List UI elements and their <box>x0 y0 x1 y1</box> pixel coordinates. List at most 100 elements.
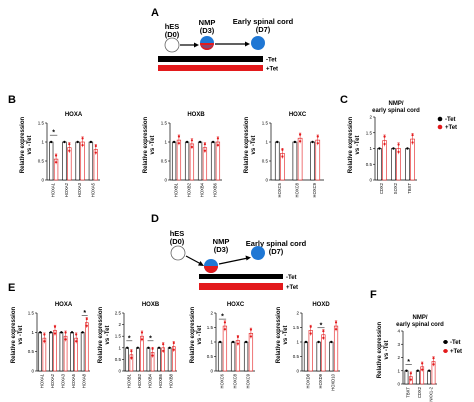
point-plus-tet <box>411 141 414 144</box>
point-minus-tet <box>211 140 215 144</box>
point-plus-tet <box>140 338 144 341</box>
point-minus-tet <box>172 140 176 144</box>
panel-c-legend: -Tet +Tet <box>437 116 457 131</box>
x-tick-label: HOXB1 <box>126 373 131 388</box>
point-plus-tet <box>85 317 88 321</box>
y-tick-label: 1 <box>265 140 268 145</box>
point-plus-tet <box>162 343 165 346</box>
point-plus-tet <box>190 145 194 149</box>
chart-title-line1: NMP/ <box>389 101 404 107</box>
plus-tet-label: +Tet <box>266 67 278 73</box>
point-plus-tet <box>162 349 165 353</box>
point-plus-tet <box>177 142 181 145</box>
minus-tet-label: -Tet <box>266 58 277 64</box>
point-plus-tet <box>81 143 84 147</box>
x-tick-label: HOXB2 <box>187 182 192 197</box>
bar-minus-tet <box>377 148 382 181</box>
chart-e-hoxc: HOXC 0 0.5 1 1.5 2 HOXC6 HOXC8 HOXC9 * <box>207 302 255 388</box>
chart-b-hoxa: HOXA 0 0.5 1 1.5 HOXA1 HOXA2 HOXA3 HOXA5 * <box>38 112 100 197</box>
point-plus-tet <box>322 329 325 333</box>
panel-c-label: C <box>340 94 348 106</box>
y-tick-label: 0 <box>296 369 299 374</box>
y-tick-label: 1.5 <box>207 325 214 330</box>
y-tick-label: 1 <box>31 330 34 335</box>
chart-title: HOXB <box>187 112 205 118</box>
chart-title: HOXD <box>312 302 330 308</box>
significance-star: * <box>128 335 131 342</box>
stage-hes-name: hES <box>165 22 180 31</box>
y-axis-label-line1: Relative expression <box>98 306 104 363</box>
y-tick-label: 2 <box>296 311 299 316</box>
significance-star: * <box>320 322 323 329</box>
stage-spinal-name: Early spinal cord <box>233 17 294 26</box>
y-tick-label: 0.5 <box>38 159 45 164</box>
stage-hes-day: (D0) <box>170 237 185 246</box>
point-minus-tet <box>311 140 314 144</box>
stage-spinal-name: Early spinal cord <box>246 239 307 248</box>
y-tick-label: 1 <box>118 345 121 350</box>
point-plus-tet <box>397 150 400 154</box>
bar-minus-tet <box>125 347 130 372</box>
point-plus-tet <box>409 372 412 375</box>
hes-cell-icon <box>164 37 180 53</box>
chart-title: HOXC <box>289 112 307 118</box>
plus-tet-bar <box>158 65 263 71</box>
nmp-cell-icon <box>200 36 214 50</box>
point-plus-tet <box>130 350 133 353</box>
stage-nmp-name: NMP <box>213 237 230 246</box>
y-axis-label-e-hoxd: Relative expression vs -Tet <box>276 306 289 363</box>
y-tick-label: 0 <box>397 382 400 387</box>
arrow-line <box>185 255 202 265</box>
point-plus-tet <box>383 135 386 138</box>
chart-title-line2: early spinal cord <box>396 322 444 328</box>
bar-plus-tet <box>333 325 339 372</box>
point-plus-tet <box>94 151 97 154</box>
point-plus-tet <box>223 321 227 324</box>
arrow-head-icon <box>245 41 250 47</box>
point-plus-tet <box>140 331 144 334</box>
panel-d-schematic: D hES (D0) NMP (D3) Early spinal cord (D… <box>151 213 307 291</box>
y-tick-label: 1 <box>210 340 213 345</box>
bar-minus-tet <box>310 141 315 181</box>
y-tick-label: 0.5 <box>293 354 300 359</box>
y-axis-label-line1: Relative expression <box>20 116 26 173</box>
point-plus-tet <box>432 363 435 366</box>
nmp-cell-icon <box>204 259 218 273</box>
y-tick-label: 0.5 <box>207 354 214 359</box>
point-plus-tet <box>309 325 312 328</box>
y-axis-label-line1: Relative expression <box>348 116 354 173</box>
point-plus-tet <box>94 144 97 148</box>
point-plus-tet <box>53 325 57 328</box>
bar-minus-tet <box>184 141 190 181</box>
panel-e-label: E <box>8 282 15 294</box>
point-plus-tet <box>281 155 284 158</box>
y-tick-label: 0.5 <box>115 357 122 362</box>
chart-title-line1: NMP/ <box>413 315 428 321</box>
bar-minus-tet <box>157 347 161 372</box>
chart-e-hoxa: HOXA 0 0.5 1 1.5 HOXA1 HOXA2 HOXA3 HOXA5 HOXA8 * <box>28 302 90 388</box>
y-tick-label: 0 <box>118 369 121 374</box>
stage-spinal-day: (D7) <box>269 247 284 256</box>
x-tick-label: NKX1-2 <box>428 386 433 401</box>
stage-spinal-day: (D7) <box>256 25 271 34</box>
point-minus-tet <box>405 369 408 372</box>
point-minus-tet <box>244 340 248 344</box>
bar-minus-tet <box>49 141 54 181</box>
y-axis-label-e-hoxc: Relative expression vs -Tet <box>190 306 203 363</box>
bar-minus-tet <box>210 141 216 181</box>
y-tick-label: 4 <box>397 329 400 334</box>
bar-minus-tet <box>49 332 53 372</box>
y-tick-label: 2 <box>210 311 213 316</box>
y-tick-label: 1 <box>296 340 299 345</box>
x-tick-label: HOXB4 <box>200 182 205 197</box>
x-tick-label: HOXA1 <box>39 373 44 388</box>
bar-minus-tet <box>75 141 80 181</box>
significance-star: * <box>407 359 410 366</box>
panel-f-legend: -Tet +Tet <box>443 340 462 355</box>
panel-d-label: D <box>151 213 159 225</box>
point-plus-tet <box>53 332 57 335</box>
plus-tet-label: +Tet <box>286 285 298 291</box>
point-minus-tet <box>70 331 74 334</box>
chart-title: HOXB <box>142 302 160 308</box>
y-tick-label: 1.5 <box>161 121 168 126</box>
